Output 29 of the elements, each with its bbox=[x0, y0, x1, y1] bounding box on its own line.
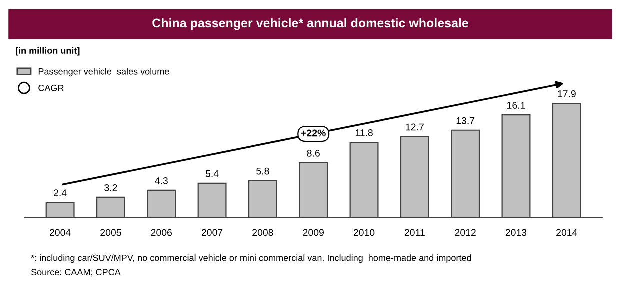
data-label: 11.8 bbox=[356, 130, 373, 136]
chart-title: China passenger vehicle* annual domestic wholesale bbox=[152, 18, 468, 30]
x-tick-label: 2012 bbox=[455, 229, 476, 236]
data-label: 2.4 bbox=[54, 190, 67, 196]
x-tick-label: 2010 bbox=[354, 229, 375, 236]
x-tick-label: 2013 bbox=[506, 229, 527, 236]
x-tick-label: 2009 bbox=[303, 229, 324, 236]
x-tick-label: 2004 bbox=[50, 229, 71, 236]
x-tick-label: 2007 bbox=[202, 229, 223, 236]
x-tick-label: 2011 bbox=[404, 229, 425, 236]
data-label: 5.4 bbox=[206, 170, 219, 178]
data-label: 12.7 bbox=[406, 124, 424, 131]
x-tick-label: 2005 bbox=[100, 229, 122, 236]
text: CAGR bbox=[38, 84, 64, 92]
x-tick-label: 2014 bbox=[556, 229, 578, 236]
text: *: including car/SUV/MPV, no commercial vehicle or mini commercial van. Including home-made and imported bbox=[31, 254, 472, 264]
legend-label: Passenger vehicle sales volume bbox=[38, 68, 170, 77]
data-label: 8.6 bbox=[307, 150, 320, 157]
x-tick-label: 2006 bbox=[151, 229, 172, 236]
data-label: 17.9 bbox=[558, 90, 576, 98]
data-label: 4.3 bbox=[155, 177, 168, 184]
data-label: 13.7 bbox=[456, 117, 475, 124]
chart-subtitle: [in million unit] bbox=[16, 47, 80, 56]
data-label: 5.8 bbox=[256, 168, 270, 175]
x-tick-label: 2008 bbox=[252, 229, 274, 236]
annotation: +22% bbox=[301, 130, 326, 137]
source-note: Source: CAAM; CPCA bbox=[31, 269, 121, 277]
data-label: 16.1 bbox=[508, 102, 526, 109]
data-label: 3.2 bbox=[104, 184, 118, 192]
